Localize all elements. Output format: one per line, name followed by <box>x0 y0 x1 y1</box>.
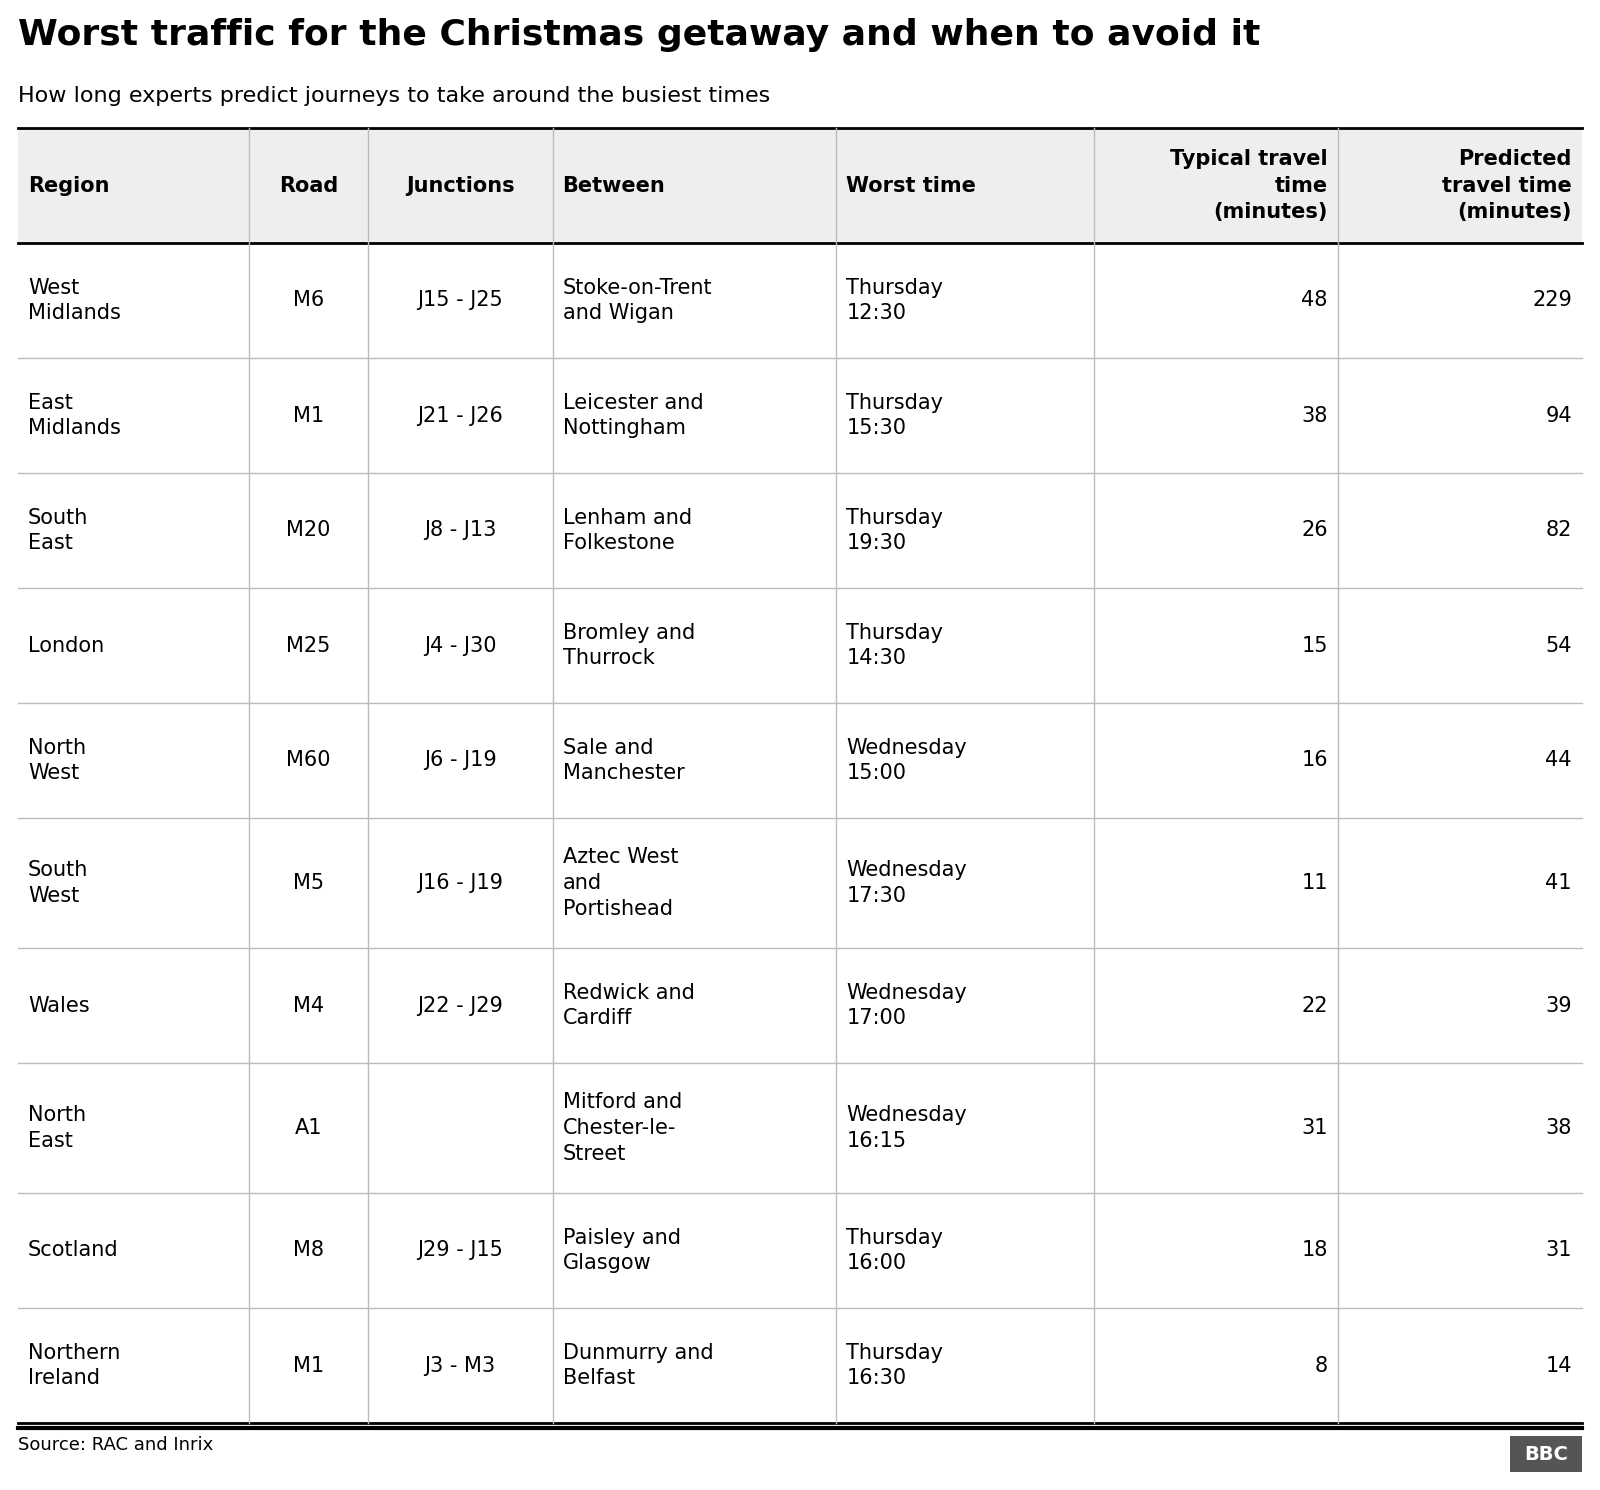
Text: 41: 41 <box>1546 873 1571 893</box>
Text: Thursday
15:30: Thursday 15:30 <box>846 393 944 438</box>
Text: East
Midlands: East Midlands <box>29 393 122 438</box>
Text: M1: M1 <box>293 1356 323 1375</box>
Text: Northern
Ireland: Northern Ireland <box>29 1342 120 1389</box>
Text: M1: M1 <box>293 405 323 426</box>
Text: Typical travel
time
(minutes): Typical travel time (minutes) <box>1170 149 1328 222</box>
Text: South
West: South West <box>29 860 88 906</box>
Text: West
Midlands: West Midlands <box>29 277 122 323</box>
Text: 82: 82 <box>1546 520 1571 541</box>
Text: Thursday
16:30: Thursday 16:30 <box>846 1342 944 1389</box>
Text: 44: 44 <box>1546 751 1571 770</box>
Text: BBC: BBC <box>1525 1444 1568 1463</box>
Text: Thursday
14:30: Thursday 14:30 <box>846 623 944 669</box>
Text: J4 - J30: J4 - J30 <box>424 636 496 656</box>
Text: 39: 39 <box>1546 995 1571 1016</box>
Text: Wednesday
15:00: Wednesday 15:00 <box>846 738 966 784</box>
Text: J16 - J19: J16 - J19 <box>418 873 502 893</box>
Text: A1: A1 <box>294 1118 322 1138</box>
Text: How long experts predict journeys to take around the busiest times: How long experts predict journeys to tak… <box>18 86 770 106</box>
Text: South
East: South East <box>29 508 88 553</box>
Text: London: London <box>29 636 104 656</box>
Text: Wednesday
17:00: Wednesday 17:00 <box>846 983 966 1028</box>
Text: 229: 229 <box>1533 291 1571 310</box>
Text: Junctions: Junctions <box>406 176 515 195</box>
Text: Worst traffic for the Christmas getaway and when to avoid it: Worst traffic for the Christmas getaway … <box>18 18 1261 52</box>
Text: J21 - J26: J21 - J26 <box>418 405 502 426</box>
Text: Bromley and
Thurrock: Bromley and Thurrock <box>563 623 694 669</box>
Text: Aztec West
and
Portishead: Aztec West and Portishead <box>563 848 678 919</box>
Text: Source: RAC and Inrix: Source: RAC and Inrix <box>18 1436 213 1454</box>
Text: Paisley and
Glasgow: Paisley and Glasgow <box>563 1228 680 1274</box>
Text: 16: 16 <box>1301 751 1328 770</box>
Text: 26: 26 <box>1301 520 1328 541</box>
Text: Thursday
16:00: Thursday 16:00 <box>846 1228 944 1274</box>
Bar <box>18 128 1582 243</box>
Text: Mitford and
Chester-le-
Street: Mitford and Chester-le- Street <box>563 1092 682 1164</box>
Text: M20: M20 <box>286 520 331 541</box>
Bar <box>1510 1436 1582 1472</box>
Text: J6 - J19: J6 - J19 <box>424 751 496 770</box>
Text: 14: 14 <box>1546 1356 1571 1375</box>
Text: M8: M8 <box>293 1241 323 1261</box>
Text: Scotland: Scotland <box>29 1241 118 1261</box>
Text: 11: 11 <box>1301 873 1328 893</box>
Text: Region: Region <box>29 176 109 195</box>
Text: Wales: Wales <box>29 995 90 1016</box>
Text: J29 - J15: J29 - J15 <box>418 1241 502 1261</box>
Text: 31: 31 <box>1301 1118 1328 1138</box>
Text: Predicted
travel time
(minutes): Predicted travel time (minutes) <box>1442 149 1571 222</box>
Text: M6: M6 <box>293 291 323 310</box>
Text: 8: 8 <box>1315 1356 1328 1375</box>
Text: 18: 18 <box>1301 1241 1328 1261</box>
Text: 38: 38 <box>1301 405 1328 426</box>
Text: M5: M5 <box>293 873 323 893</box>
Text: 15: 15 <box>1301 636 1328 656</box>
Text: 38: 38 <box>1546 1118 1571 1138</box>
Text: 22: 22 <box>1301 995 1328 1016</box>
Text: Redwick and
Cardiff: Redwick and Cardiff <box>563 983 694 1028</box>
Text: Stoke-on-Trent
and Wigan: Stoke-on-Trent and Wigan <box>563 277 712 323</box>
Text: 48: 48 <box>1301 291 1328 310</box>
Text: M4: M4 <box>293 995 323 1016</box>
Text: J3 - M3: J3 - M3 <box>424 1356 496 1375</box>
Text: Thursday
19:30: Thursday 19:30 <box>846 508 944 553</box>
Text: J8 - J13: J8 - J13 <box>424 520 496 541</box>
Text: Thursday
12:30: Thursday 12:30 <box>846 277 944 323</box>
Text: 31: 31 <box>1546 1241 1571 1261</box>
Text: Dunmurry and
Belfast: Dunmurry and Belfast <box>563 1342 714 1389</box>
Text: North
West: North West <box>29 738 86 784</box>
Text: 94: 94 <box>1546 405 1571 426</box>
Text: J15 - J25: J15 - J25 <box>418 291 502 310</box>
Text: M25: M25 <box>286 636 331 656</box>
Text: Sale and
Manchester: Sale and Manchester <box>563 738 685 784</box>
Text: North
East: North East <box>29 1106 86 1150</box>
Text: Leicester and
Nottingham: Leicester and Nottingham <box>563 393 702 438</box>
Text: 54: 54 <box>1546 636 1571 656</box>
Text: Wednesday
16:15: Wednesday 16:15 <box>846 1106 966 1150</box>
Text: Road: Road <box>278 176 338 195</box>
Text: Worst time: Worst time <box>846 176 976 195</box>
Text: J22 - J29: J22 - J29 <box>418 995 502 1016</box>
Text: Wednesday
17:30: Wednesday 17:30 <box>846 860 966 906</box>
Text: Between: Between <box>563 176 666 195</box>
Text: M60: M60 <box>286 751 331 770</box>
Text: Lenham and
Folkestone: Lenham and Folkestone <box>563 508 691 553</box>
